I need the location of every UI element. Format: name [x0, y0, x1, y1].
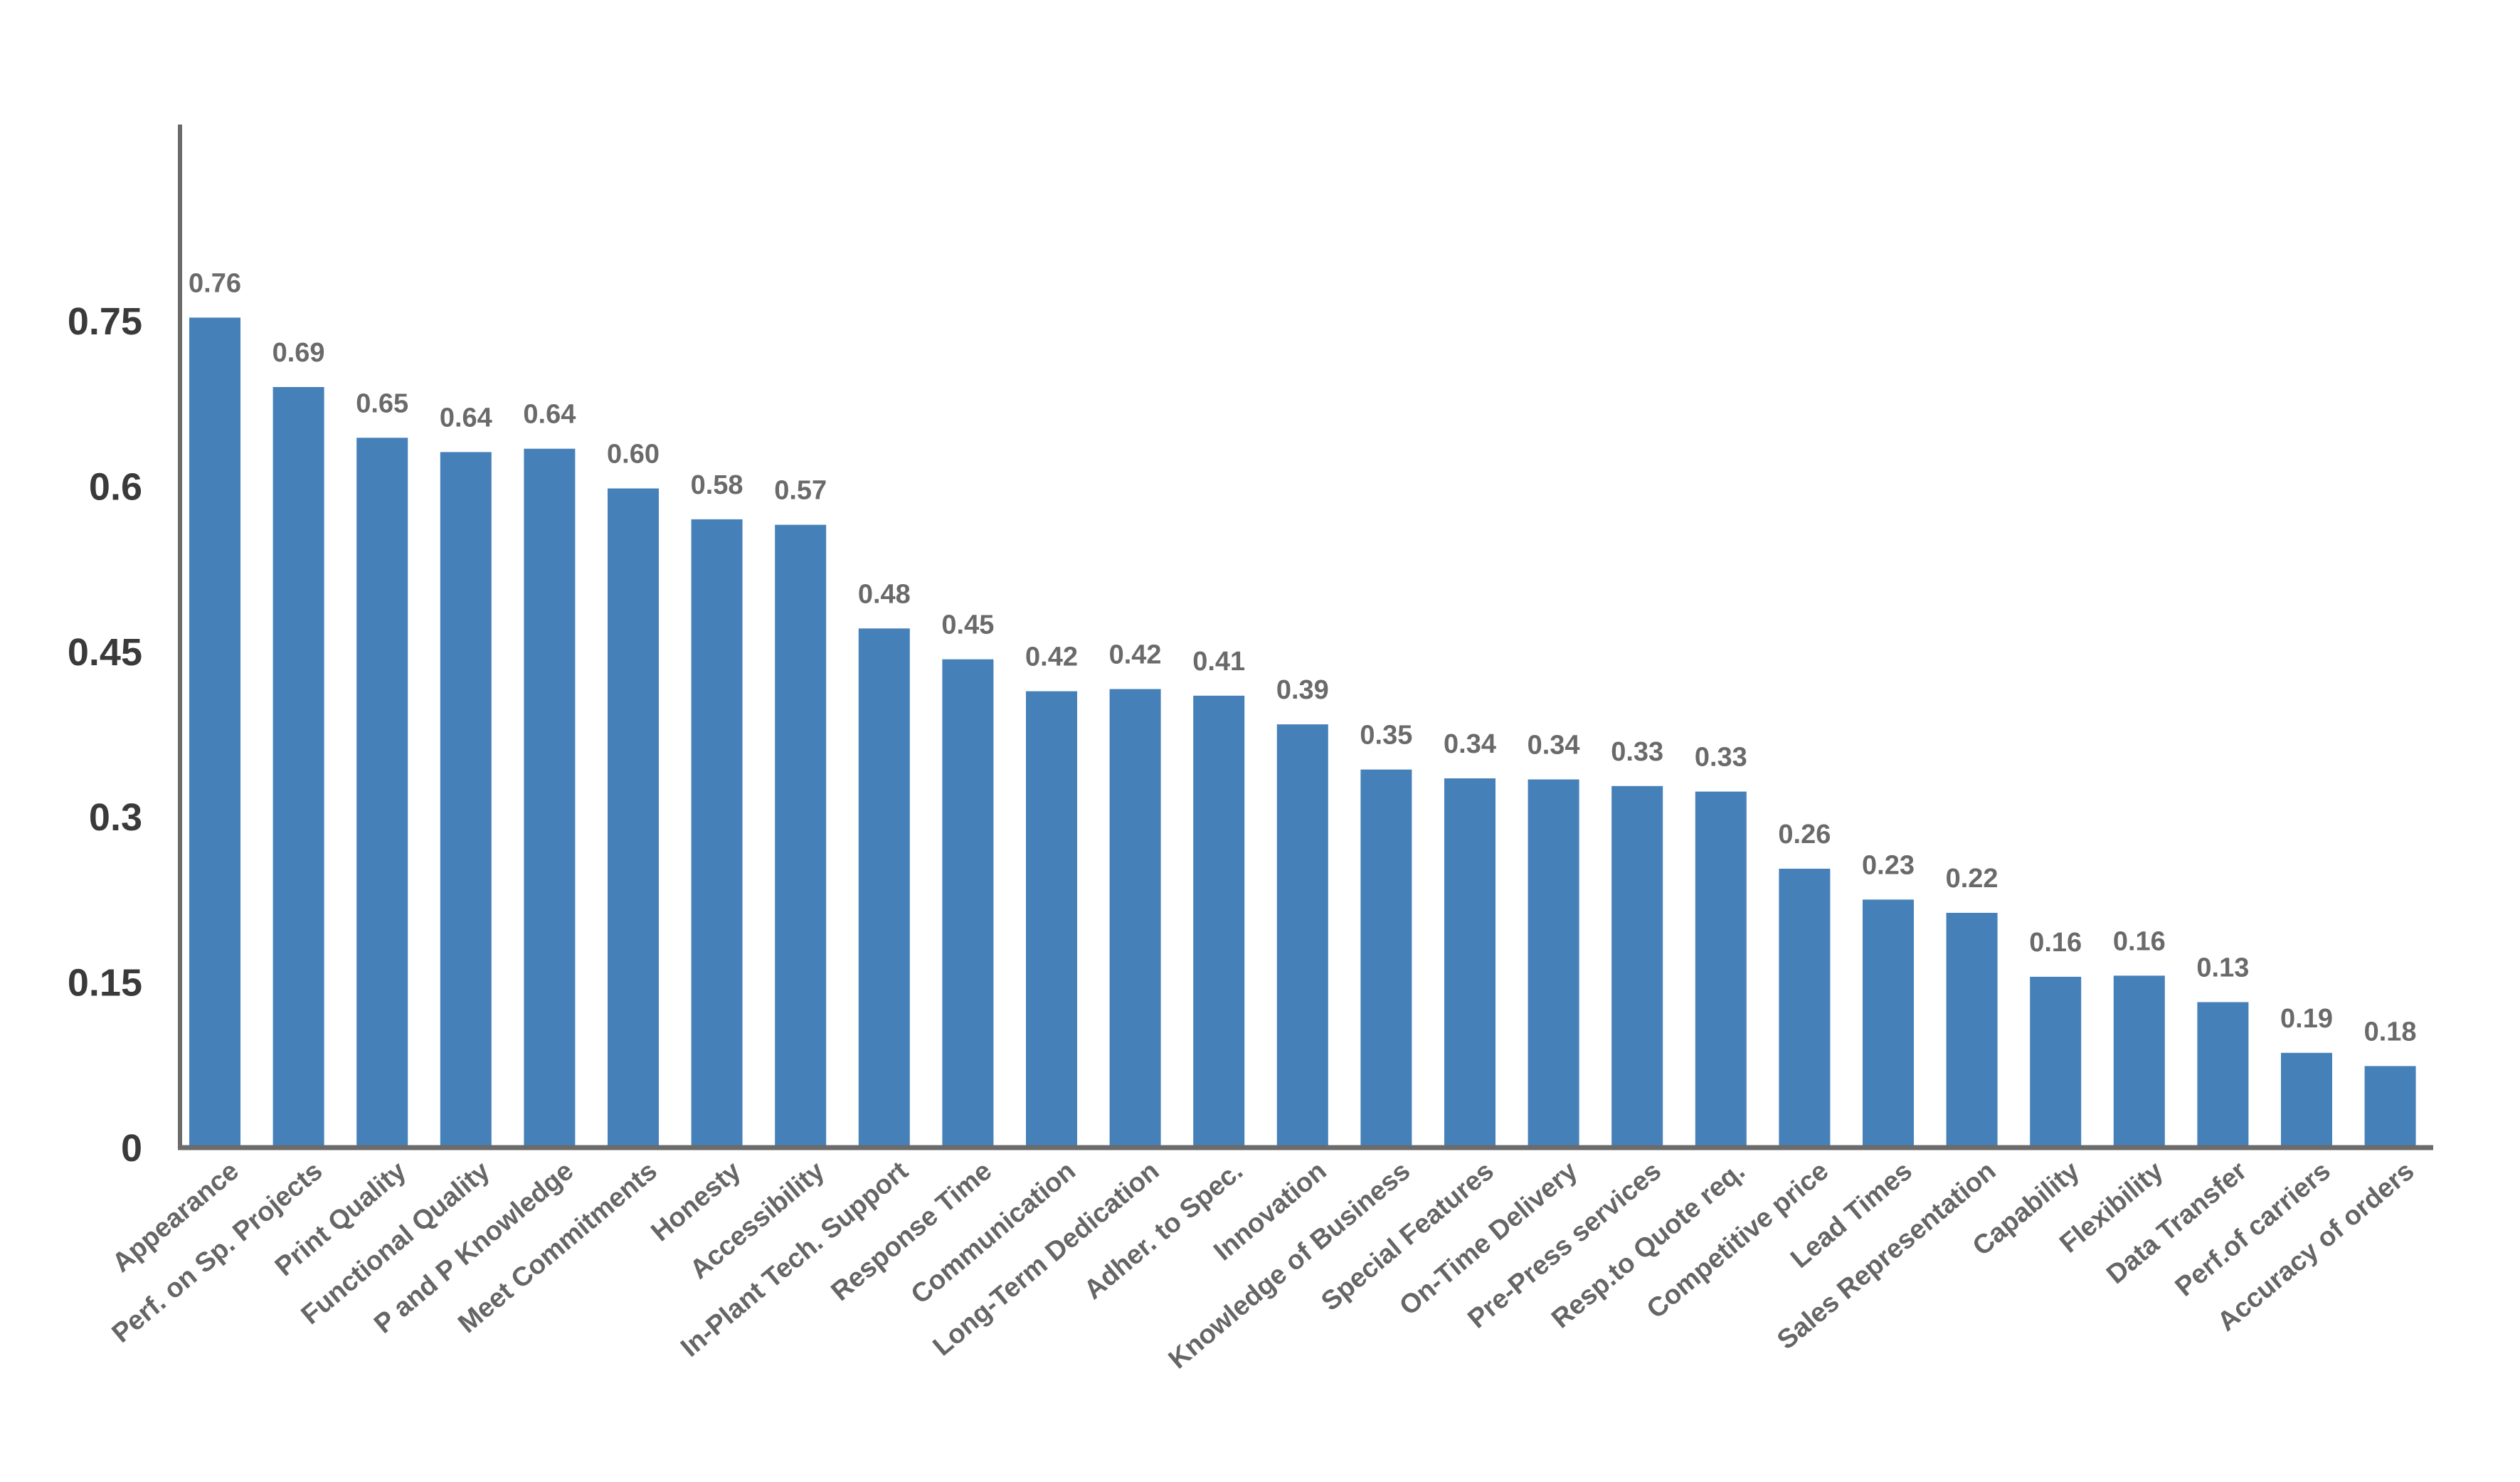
bar-23 — [2113, 975, 2165, 1148]
data-label-7: 0.57 — [774, 476, 827, 506]
bar-11 — [1109, 689, 1161, 1148]
bar-10 — [1026, 691, 1077, 1148]
data-label-8: 0.48 — [858, 579, 911, 609]
data-label-22: 0.16 — [2029, 928, 2082, 958]
data-label-14: 0.35 — [1360, 721, 1412, 751]
bar-21 — [1946, 913, 1998, 1148]
data-label-26: 0.18 — [2364, 1017, 2417, 1047]
bar-9 — [942, 659, 994, 1148]
data-label-0: 0.76 — [189, 268, 241, 298]
y-tick-label-4: 0.6 — [89, 465, 142, 508]
bar-20 — [1863, 899, 1914, 1148]
data-label-25: 0.19 — [2280, 1004, 2333, 1034]
bar-0 — [189, 317, 240, 1148]
x-tick-label-24: Data Transfer — [2101, 1156, 2252, 1290]
data-label-3: 0.64 — [440, 403, 492, 433]
bar-15 — [1444, 778, 1495, 1148]
data-label-17: 0.33 — [1611, 737, 1663, 767]
data-label-18: 0.33 — [1695, 743, 1747, 773]
y-tick-label-0: 0 — [121, 1127, 142, 1170]
bar-12 — [1193, 695, 1245, 1148]
data-label-19: 0.26 — [1778, 820, 1831, 849]
data-label-2: 0.65 — [356, 388, 408, 418]
bar-26 — [2364, 1066, 2416, 1148]
data-label-21: 0.22 — [1946, 864, 1998, 894]
bar-1 — [272, 387, 324, 1148]
bar-22 — [2030, 976, 2082, 1148]
bar-6 — [691, 519, 743, 1148]
bar-24 — [2197, 1002, 2249, 1148]
bar-13 — [1276, 724, 1328, 1148]
data-label-16: 0.34 — [1528, 731, 1580, 761]
bar-3 — [440, 452, 492, 1148]
data-label-24: 0.13 — [2196, 953, 2249, 983]
bar-5 — [608, 488, 659, 1148]
data-label-5: 0.60 — [607, 440, 660, 470]
data-label-9: 0.45 — [941, 610, 994, 640]
bar-8 — [858, 628, 910, 1148]
data-label-4: 0.64 — [523, 400, 576, 430]
bar-18 — [1695, 791, 1747, 1148]
y-tick-labels-group: 0 0.15 0.3 0.45 0.6 0.75 — [68, 300, 142, 1170]
data-label-20: 0.23 — [1862, 850, 1915, 880]
y-tick-label-1: 0.15 — [68, 962, 142, 1005]
bar-4 — [524, 448, 576, 1148]
bar-7 — [775, 524, 827, 1148]
data-label-11: 0.42 — [1109, 640, 1162, 670]
bar-19 — [1779, 869, 1831, 1148]
y-tick-label-3: 0.45 — [68, 631, 142, 674]
data-label-15: 0.34 — [1444, 729, 1496, 759]
bars-group — [189, 317, 2416, 1148]
data-label-23: 0.16 — [2113, 926, 2166, 956]
y-tick-label-2: 0.3 — [89, 796, 142, 839]
bar-25 — [2281, 1052, 2332, 1148]
bar-14 — [1360, 769, 1412, 1148]
data-label-1: 0.69 — [272, 338, 325, 368]
data-label-10: 0.42 — [1025, 642, 1078, 672]
y-tick-label-5: 0.75 — [68, 300, 142, 343]
bar-17 — [1611, 785, 1663, 1148]
data-label-13: 0.39 — [1276, 675, 1329, 705]
data-labels-group: 0.76 0.69 0.65 0.64 0.64 0.60 0.58 0.57 0.48 0.45… — [189, 268, 2417, 1047]
bar-16 — [1528, 779, 1579, 1148]
bar-2 — [356, 438, 408, 1148]
data-label-12: 0.41 — [1192, 647, 1245, 677]
data-label-6: 0.58 — [691, 470, 743, 500]
